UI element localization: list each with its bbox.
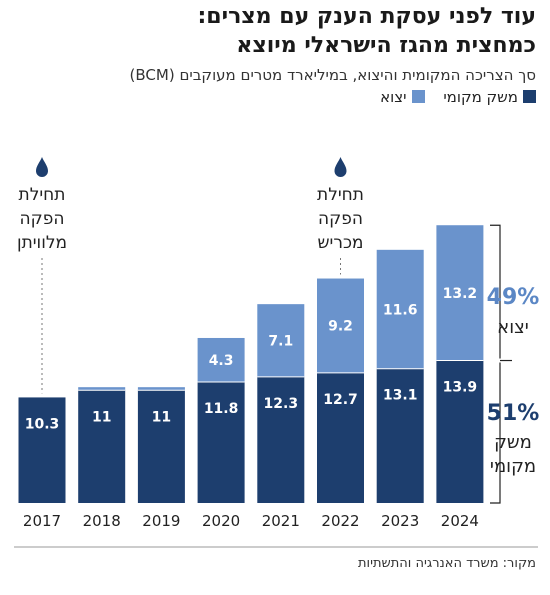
legend-label-export: יצוא xyxy=(380,88,407,106)
data-label-domestic-2018: 11 xyxy=(92,409,111,425)
legend-item-domestic: משק מקומי xyxy=(443,88,536,106)
data-label-domestic-2019: 11 xyxy=(152,409,171,425)
legend-swatch-export xyxy=(411,90,425,103)
bar-domestic-2023 xyxy=(376,368,424,503)
data-label-domestic-2020: 11.8 xyxy=(204,401,239,417)
data-label-export-2021: 7.1 xyxy=(268,334,293,350)
data-label-domestic-2017: 10.3 xyxy=(25,416,60,432)
title-line-1: עוד לפני עסקת הענק עם מצרים: xyxy=(197,4,536,29)
bar-domestic-2024 xyxy=(436,360,484,503)
annotation-line: תחילת xyxy=(19,185,66,205)
title-line-2: כמחצית מהגז הישראלי מיוצא xyxy=(236,33,536,58)
legend-item-export: יצוא xyxy=(380,88,425,106)
bracket-domestic xyxy=(490,362,501,504)
bar-domestic-2017 xyxy=(18,397,66,503)
drop-icon xyxy=(36,157,48,177)
drop-icon xyxy=(334,157,347,177)
annotation-line: תחילת xyxy=(317,185,364,205)
data-label-domestic-2024: 13.9 xyxy=(443,380,478,396)
bar-export-2022 xyxy=(317,278,364,373)
share-export-pct: 49% xyxy=(487,285,540,310)
bar-domestic-2022 xyxy=(317,372,364,503)
share-export-label: יצוא xyxy=(497,317,529,338)
x-tick-label-2023: 2023 xyxy=(381,512,419,530)
x-tick-label-2017: 2017 xyxy=(23,512,61,530)
data-label-domestic-2023: 13.1 xyxy=(383,388,418,404)
bar-domestic-2020 xyxy=(197,382,245,503)
data-label-domestic-2022: 12.7 xyxy=(323,392,358,408)
x-tick-label-2019: 2019 xyxy=(142,512,180,530)
bar-export-2023 xyxy=(376,249,424,369)
share-domestic-label: מקומי xyxy=(490,456,536,477)
chart-subtitle: סך הצריכה המקומית והיצוא, במיליארד מטרים… xyxy=(129,66,536,84)
legend-swatch-domestic xyxy=(523,90,536,103)
bar-domestic-2021 xyxy=(257,376,305,503)
data-label-export-2023: 11.6 xyxy=(383,302,418,318)
bar-export-2019 xyxy=(137,387,185,391)
bracket-export xyxy=(490,224,501,359)
annotation-line: הפקה xyxy=(318,209,363,229)
annotation-line: מלוויתן xyxy=(17,233,67,253)
source-note: מקור: משרד האנרגיה והתשתיות xyxy=(358,556,536,571)
bar-domestic-2018 xyxy=(78,390,126,503)
bar-export-2021 xyxy=(257,304,305,377)
bar-domestic-2019 xyxy=(137,390,185,503)
data-label-export-2020: 4.3 xyxy=(209,353,234,369)
annotation-line: מכריש xyxy=(318,233,364,253)
bar-export-2018 xyxy=(78,387,126,391)
x-tick-label-2024: 2024 xyxy=(441,512,479,530)
x-tick-label-2022: 2022 xyxy=(321,512,359,530)
data-label-export-2022: 9.2 xyxy=(328,319,353,335)
data-label-domestic-2021: 12.3 xyxy=(264,396,299,412)
legend: משק מקומי יצוא xyxy=(16,88,536,108)
bar-export-2024 xyxy=(436,225,484,361)
x-tick-label-2021: 2021 xyxy=(262,512,300,530)
annotation-line: הפקה xyxy=(20,209,65,229)
chart-title: עוד לפני עסקת הענק עם מצרים: כמחצית מהגז… xyxy=(16,2,536,60)
x-tick-label-2020: 2020 xyxy=(202,512,240,530)
legend-label-domestic: משק מקומי xyxy=(443,88,518,106)
share-domestic-pct: 51% xyxy=(487,401,540,426)
bar-export-2020 xyxy=(197,337,245,383)
data-label-export-2024: 13.2 xyxy=(443,286,478,302)
x-tick-label-2018: 2018 xyxy=(83,512,121,530)
share-domestic-label: משק xyxy=(494,432,532,453)
